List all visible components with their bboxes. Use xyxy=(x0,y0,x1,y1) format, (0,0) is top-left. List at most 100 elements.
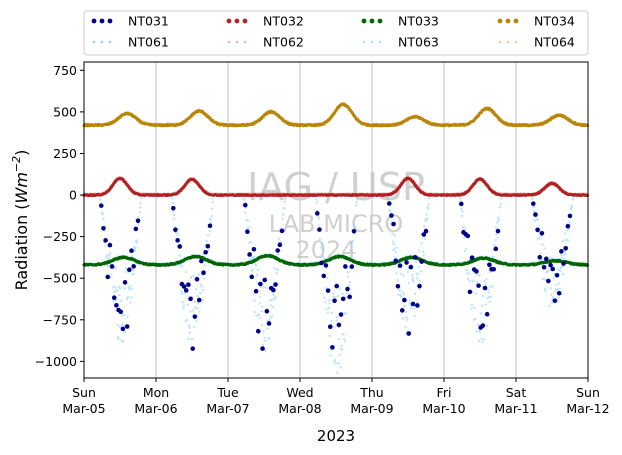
point-NT061 xyxy=(125,298,129,301)
point-NT061 xyxy=(271,305,275,309)
point-NT061 xyxy=(389,210,393,213)
point-NT061 xyxy=(193,325,196,329)
point-NT061 xyxy=(281,217,284,221)
legend-marker xyxy=(370,40,374,44)
point-NT061 xyxy=(338,288,342,291)
point-NT061 xyxy=(187,337,190,341)
point-NT061 xyxy=(555,283,558,287)
point-NT061 xyxy=(344,312,348,316)
point-NT061 xyxy=(195,306,199,310)
point-NT061 xyxy=(416,301,419,304)
point-NT061 xyxy=(413,292,417,295)
point-NT061 xyxy=(179,263,183,266)
point-NT061 xyxy=(400,295,403,298)
point-NT061 xyxy=(130,287,133,291)
point-NT061 xyxy=(192,275,196,278)
point-NT061 xyxy=(270,298,273,301)
point-NT061 xyxy=(460,207,463,211)
watermark-line-2: LAB MICRO xyxy=(269,210,404,238)
point-NT061 xyxy=(201,298,204,301)
point-NT061 xyxy=(114,299,118,302)
point-NT061 xyxy=(129,296,133,299)
point-NT061 xyxy=(185,270,188,274)
point-NT061 xyxy=(395,272,398,275)
point-NT061 xyxy=(263,336,266,340)
point-NT061 xyxy=(391,232,394,235)
point-NT061 xyxy=(494,238,497,242)
legend-marker xyxy=(226,18,232,24)
point-NT061 xyxy=(246,219,250,223)
point-NT061 xyxy=(317,217,321,220)
point-NT061 xyxy=(484,303,488,306)
point-NT061 xyxy=(180,289,183,293)
legend-marker xyxy=(506,40,510,44)
point-NT061 xyxy=(483,280,486,283)
point-NT061 xyxy=(268,318,271,321)
legend-entry: NT062 xyxy=(227,35,304,50)
point-NT061 xyxy=(108,254,111,257)
legend-marker xyxy=(361,18,367,24)
point-NT061 xyxy=(556,288,559,291)
point-NT061 xyxy=(266,327,269,330)
point-NT061 xyxy=(276,268,279,271)
point-NT061 xyxy=(481,340,484,344)
point-NT061 xyxy=(418,279,422,282)
point-NT061 xyxy=(171,197,174,200)
legend-marker xyxy=(377,18,383,24)
point-NT061 xyxy=(406,270,410,274)
point-NT061 xyxy=(397,293,400,296)
point-NT061 xyxy=(547,269,550,273)
legend-entry: NT033 xyxy=(361,14,439,29)
point-NT061 xyxy=(499,202,502,206)
point-NT061 xyxy=(261,343,265,346)
point-NT061 xyxy=(137,223,140,226)
point-NT061 xyxy=(172,209,175,213)
NT033-series xyxy=(82,253,589,268)
point-NT061 xyxy=(116,336,120,339)
point-NT061 xyxy=(476,323,480,326)
point-NT061 xyxy=(133,248,137,251)
point-NT061 xyxy=(281,213,285,216)
point-NT061 xyxy=(354,214,357,217)
point-NT061 xyxy=(269,304,273,307)
legend-marker xyxy=(234,18,240,24)
point-NT061 xyxy=(129,301,132,304)
point-NT061 xyxy=(345,291,348,295)
point-NT061 xyxy=(412,280,415,283)
point-NT061 xyxy=(346,270,350,274)
point-NT061 xyxy=(209,218,212,222)
point-NT061 xyxy=(202,277,206,280)
point-NT061 xyxy=(267,336,271,339)
point-NT061 xyxy=(471,280,475,283)
point-NT061 xyxy=(398,289,402,292)
point-NT061 xyxy=(570,205,574,208)
legend-marker xyxy=(362,40,366,44)
point-NT061 xyxy=(253,299,256,302)
point-NT061 xyxy=(462,225,466,229)
legend-label: NT062 xyxy=(263,35,304,50)
point-NT061 xyxy=(461,210,464,213)
point-NT061 xyxy=(485,324,489,327)
point-NT061 xyxy=(499,197,503,200)
point-NT061 xyxy=(487,291,490,295)
legend-marker xyxy=(100,40,104,44)
point-NT061 xyxy=(387,197,390,200)
point-NT061 xyxy=(426,207,430,211)
point-NT061 xyxy=(126,295,130,299)
point-NT061 xyxy=(476,273,479,276)
point-NT061 xyxy=(487,295,491,299)
point-NT061 xyxy=(254,264,258,267)
legend-marker xyxy=(92,40,96,44)
point-NT061 xyxy=(193,300,197,303)
point-NT061 xyxy=(560,265,564,268)
point-NT061 xyxy=(569,207,573,211)
point-NT061 xyxy=(117,338,120,341)
point-NT061 xyxy=(350,249,353,252)
point-NT061 xyxy=(179,254,182,257)
point-NT061 xyxy=(394,256,397,259)
point-NT061 xyxy=(408,302,411,306)
point-NT061 xyxy=(207,249,210,252)
point-NT061 xyxy=(327,299,330,302)
point-NT061 xyxy=(326,311,330,314)
point-NT061 xyxy=(118,293,121,297)
